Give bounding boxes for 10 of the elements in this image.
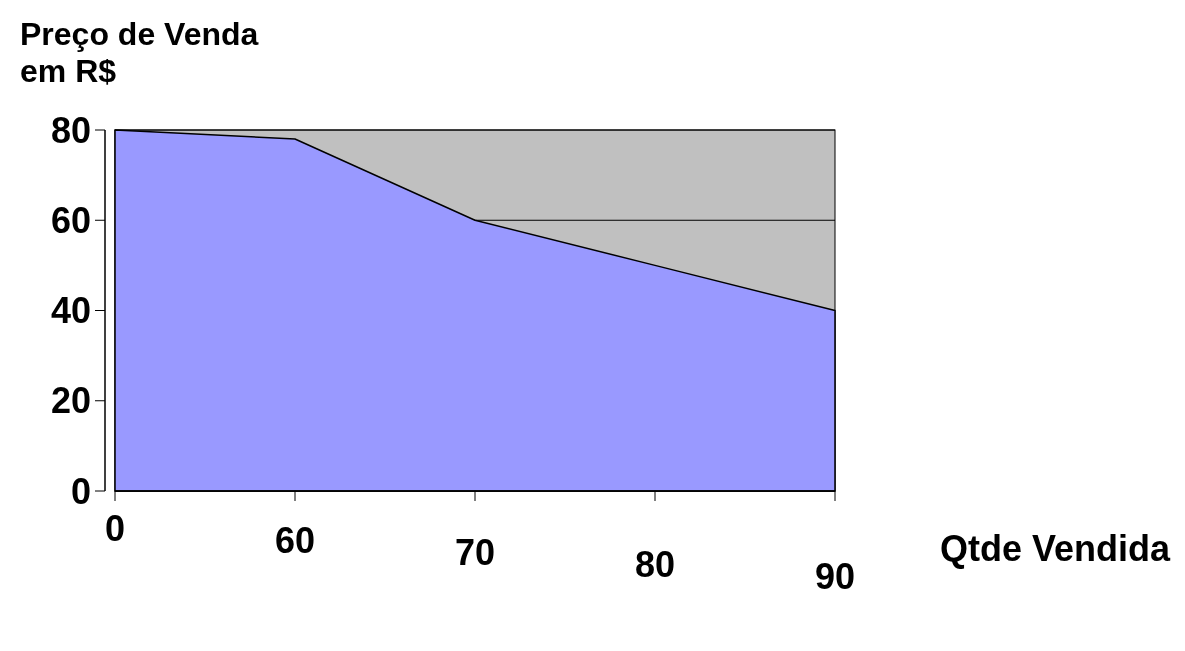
y-tick-label: 80	[50, 109, 91, 151]
x-tick-label: 70	[454, 532, 496, 573]
y-tick-label: 40	[50, 290, 91, 332]
y-tick-label: 60	[50, 199, 91, 241]
x-tick-label: 90	[814, 556, 856, 597]
x-tick-label: 60	[274, 520, 316, 561]
y-axis-title: Preço de Venda em R$	[20, 16, 259, 89]
y-tick-label: 20	[50, 380, 91, 422]
x-tick-label: 80	[634, 544, 676, 585]
x-axis-title: Qtde Vendida	[939, 528, 1171, 569]
